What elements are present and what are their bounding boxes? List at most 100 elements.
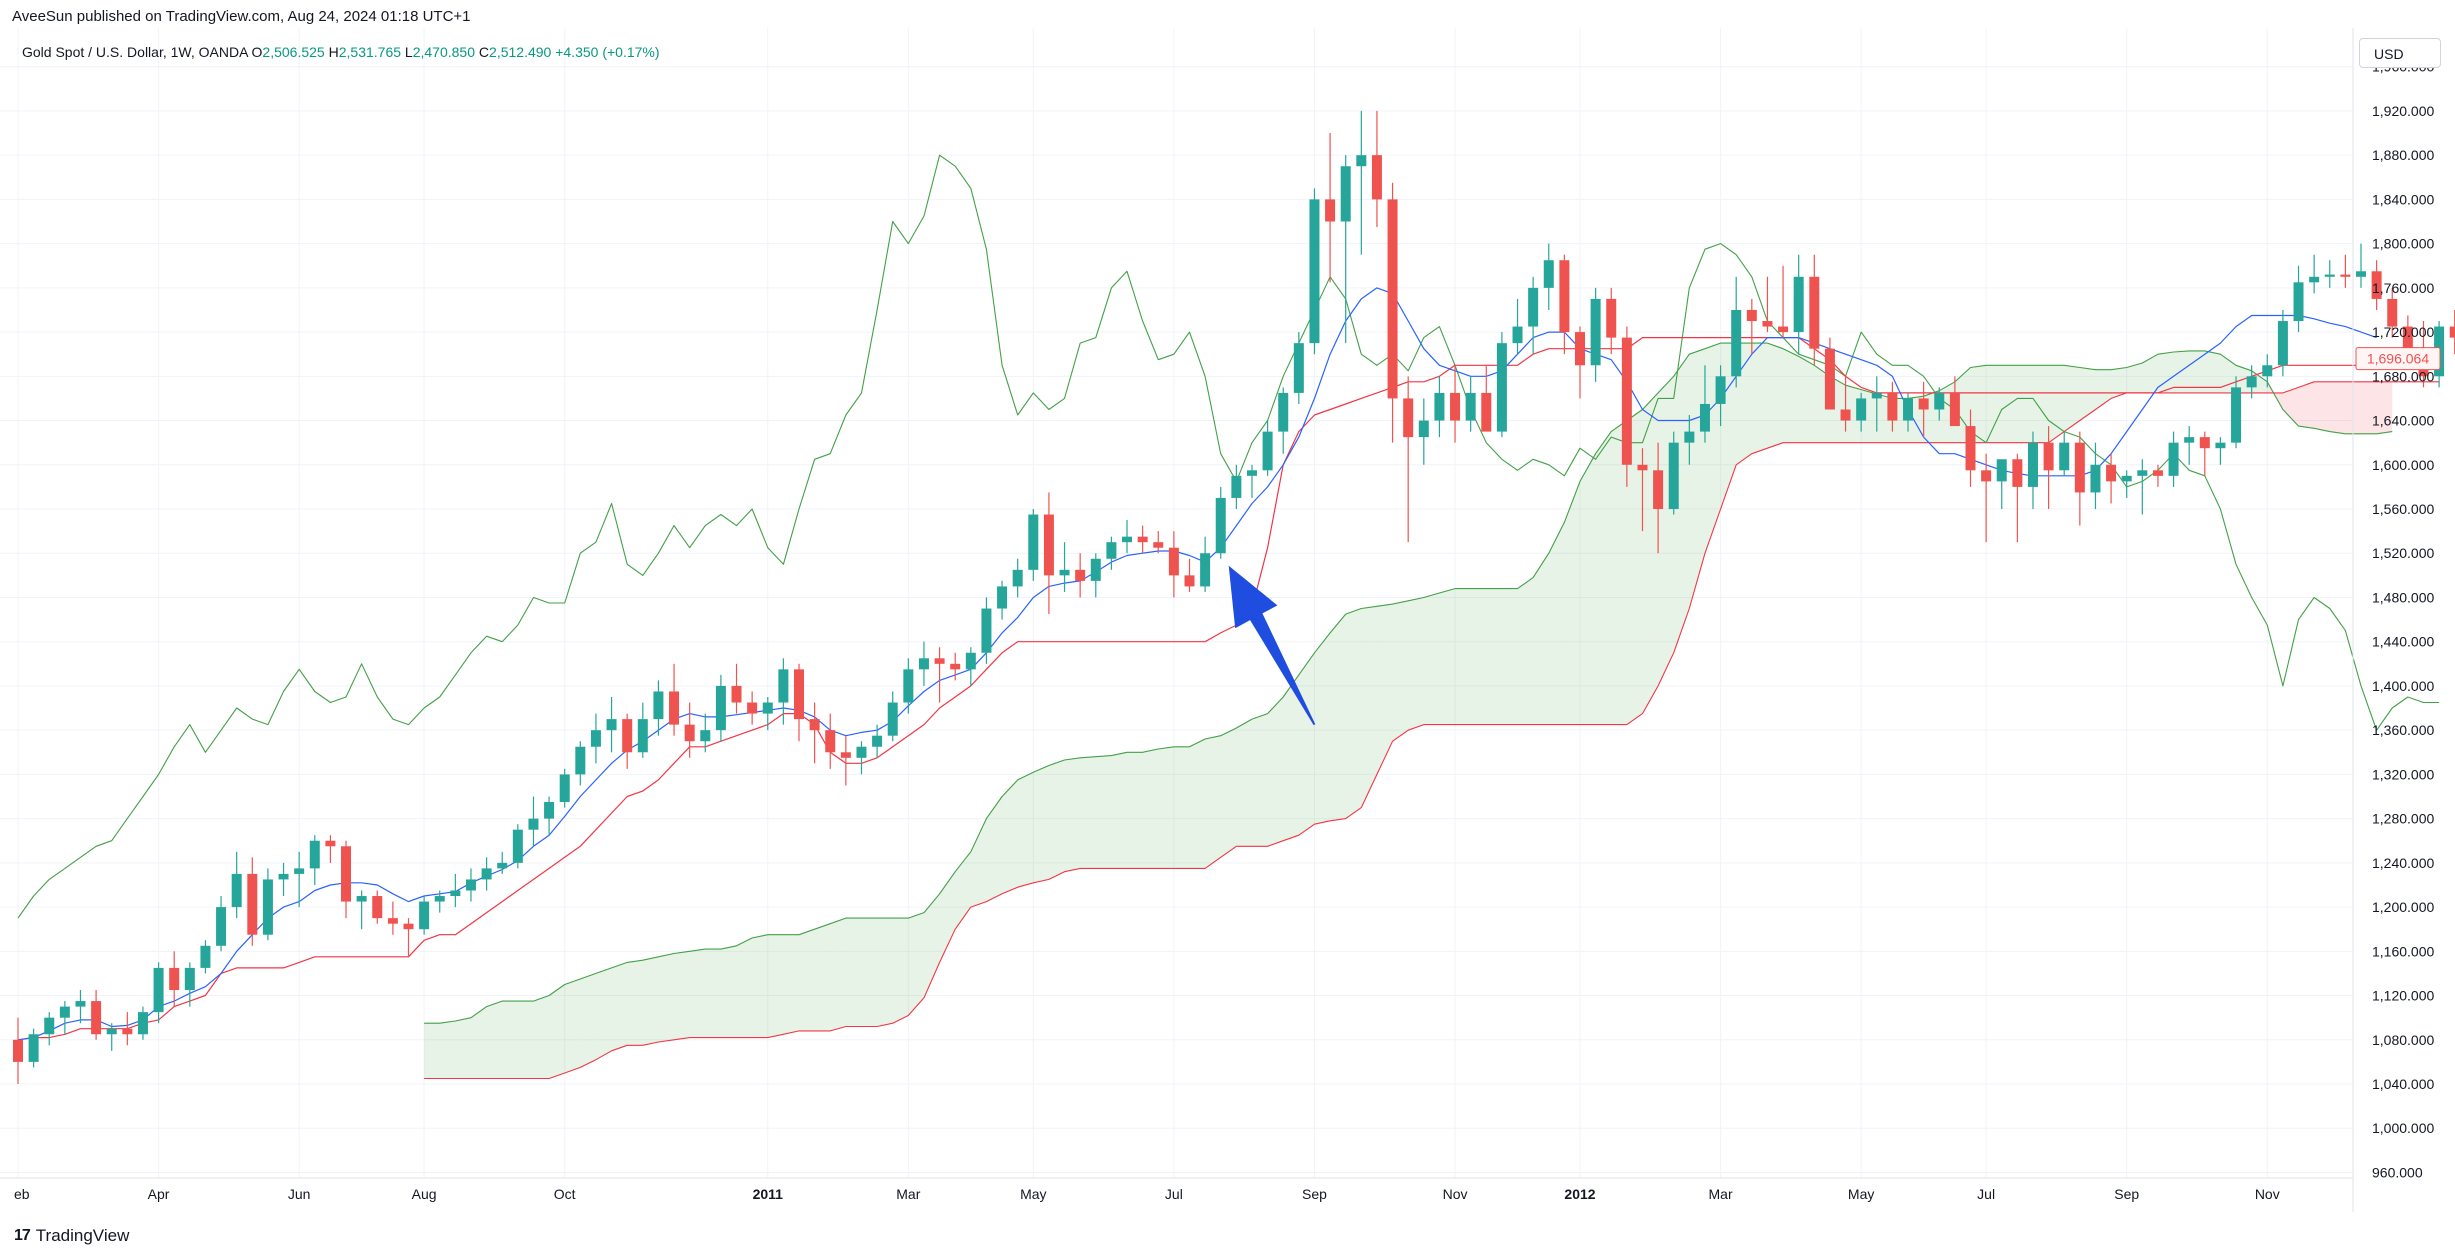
open-label: O <box>251 44 263 60</box>
time-tick-label: Jul <box>1977 1186 1995 1202</box>
cloud-segment <box>2032 365 2049 443</box>
cloud-segment <box>2267 381 2283 410</box>
cloud-segment <box>939 871 956 963</box>
time-tick-label: Nov <box>1443 1186 1468 1202</box>
close-label: C <box>478 44 490 60</box>
cloud-segment <box>1751 343 1768 454</box>
price-tick-label: 1,280.000 <box>2372 811 2434 827</box>
annotation-arrow[interactable] <box>1228 565 1316 726</box>
cloud-segment <box>595 967 612 1060</box>
cloud-segment <box>1314 632 1331 825</box>
cloud-segment <box>783 934 799 1035</box>
candle-body <box>1637 464 1648 471</box>
cloud-segment <box>1704 343 1721 554</box>
price-tick-label: 1,760.000 <box>2372 280 2434 296</box>
candle-body <box>1731 309 1742 377</box>
candle-body <box>981 608 992 653</box>
candle-body <box>1309 199 1320 344</box>
cloud-segment <box>1689 348 1705 609</box>
cloud-segment <box>1517 577 1534 725</box>
symbol-name[interactable]: Gold Spot / U.S. Dollar, 1W, OANDA <box>22 44 248 60</box>
cloud-segment <box>1970 365 1987 443</box>
candle-body <box>1059 569 1070 576</box>
price-tick-label: 1,320.000 <box>2372 766 2434 782</box>
cloud-segment <box>1376 604 1393 775</box>
time-tick-label: 2012 <box>1564 1186 1595 1202</box>
candle-body <box>794 669 804 720</box>
price-scale[interactable]: 960.000 1,000.000 1,040.000 1,080.000 1,120.… <box>2372 59 2434 1181</box>
candle-body <box>2371 271 2382 299</box>
time-tick-label: Oct <box>554 1186 576 1202</box>
candle-body <box>1653 470 1664 510</box>
kijun-line <box>17 337 2440 1041</box>
candle-body <box>28 1034 39 1062</box>
chikou-span-line <box>17 154 2440 919</box>
cloud-segment <box>2329 381 2346 434</box>
candle-body <box>465 879 476 891</box>
candle-body <box>1293 343 1304 393</box>
cloud-segment <box>861 918 878 1027</box>
cloud-segment <box>611 962 628 1051</box>
cloud-segment <box>689 949 706 1038</box>
cloud-segment <box>2126 363 2143 393</box>
candle-body <box>184 967 195 991</box>
cloud-segment <box>1002 779 1018 894</box>
candlesticks <box>13 110 2455 1085</box>
candle-body <box>1949 392 1960 427</box>
candle-body <box>997 586 1008 609</box>
candle-body <box>1528 287 1539 327</box>
cloud-segment <box>424 1023 440 1079</box>
cloud-segment <box>2361 381 2377 434</box>
candle-body <box>1106 542 1117 559</box>
candle-body <box>1418 420 1429 438</box>
candle-body <box>653 691 664 720</box>
cloud-segment <box>1080 756 1096 869</box>
high-value: 2,531.765 <box>338 44 402 60</box>
candle-body <box>1325 199 1336 222</box>
price-tick-label: 1,440.000 <box>2372 634 2434 650</box>
candle-body <box>419 901 430 930</box>
candle-body <box>1762 321 1773 327</box>
price-tick-label: 1,840.000 <box>2372 191 2434 207</box>
cloud-segment <box>1330 614 1346 821</box>
time-tick-label: Aug <box>412 1186 437 1202</box>
cloud-segment <box>767 934 784 1038</box>
cloud-segment <box>1127 752 1143 869</box>
time-scale[interactable]: eb Apr Jun Aug Oct 2011 Mar May Jul Sep Nov 2012 Mar… <box>14 1186 2280 1202</box>
price-tick-label: 1,680.000 <box>2372 368 2434 384</box>
candle-body <box>1809 276 1820 349</box>
candle-body <box>1934 392 1945 410</box>
candle-body <box>1621 337 1632 465</box>
candle-body <box>356 896 367 902</box>
cloud-segment <box>2189 350 2205 393</box>
cloud-segment <box>486 1001 503 1079</box>
cloud-segment <box>1439 588 1456 725</box>
candle-body <box>91 1001 102 1035</box>
cloud-segment <box>1767 343 1784 449</box>
cloud-segment <box>1095 755 1112 869</box>
candle-body <box>1200 553 1211 587</box>
open-value: 2,506.525 <box>262 44 325 60</box>
price-tick-label: 1,520.000 <box>2372 545 2434 561</box>
candle-body <box>1403 398 1414 438</box>
cloud-segment <box>2376 381 2393 434</box>
cloud-segment <box>1361 606 1377 808</box>
candle-body <box>559 774 570 803</box>
cloud-segment <box>1548 522 1565 725</box>
candle-body <box>2168 442 2179 476</box>
footer-brand[interactable]: 17 TradingView <box>14 1226 129 1246</box>
candle-body <box>169 967 180 991</box>
currency-selector[interactable]: USD <box>2359 38 2441 68</box>
candle-body <box>2356 271 2366 277</box>
price-tick-label: 1,560.000 <box>2372 501 2434 517</box>
candle-body <box>1699 403 1710 432</box>
candle-body <box>2012 459 2023 487</box>
symbol-legend[interactable]: Gold Spot / U.S. Dollar, 1W, OANDA O2,50… <box>22 44 660 60</box>
price-tick-label: 1,400.000 <box>2372 678 2434 694</box>
candle-body <box>2199 437 2210 449</box>
candle-body <box>13 1039 23 1062</box>
time-tick-label: Jul <box>1165 1186 1183 1202</box>
cloud-segment <box>2173 350 2190 393</box>
candle-body <box>762 702 773 714</box>
